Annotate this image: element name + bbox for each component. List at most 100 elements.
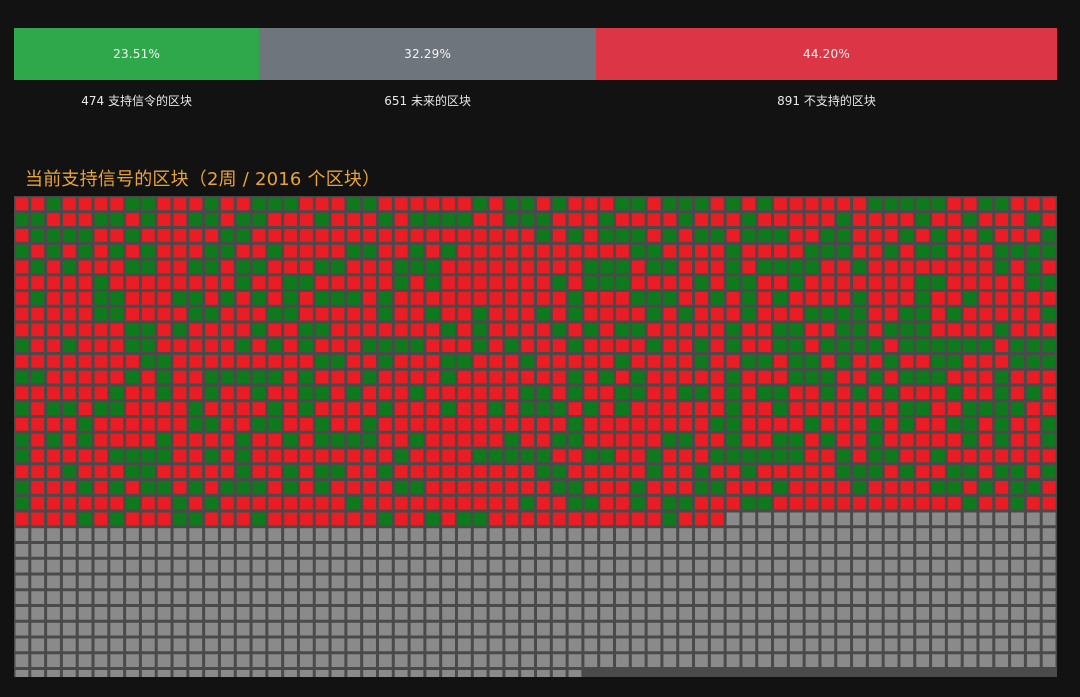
block-signal[interactable] (868, 370, 882, 384)
block-no-signal[interactable] (726, 292, 740, 305)
block-future[interactable] (884, 559, 898, 573)
block-no-signal[interactable] (347, 512, 361, 526)
block-no-signal[interactable] (205, 433, 218, 447)
block-signal[interactable] (394, 276, 408, 289)
block-signal[interactable] (442, 355, 455, 368)
block-future[interactable] (252, 622, 266, 636)
block-no-signal[interactable] (205, 481, 218, 494)
block-signal[interactable] (363, 197, 376, 211)
block-no-signal[interactable] (189, 229, 203, 242)
block-no-signal[interactable] (378, 260, 392, 274)
block-no-signal[interactable] (710, 465, 724, 478)
block-future[interactable] (979, 575, 993, 589)
block-future[interactable] (62, 575, 76, 589)
block-future[interactable] (663, 559, 677, 573)
block-future[interactable] (189, 622, 203, 636)
block-no-signal[interactable] (1011, 229, 1024, 242)
block-no-signal[interactable] (62, 213, 76, 226)
block-no-signal[interactable] (126, 213, 139, 226)
block-signal[interactable] (758, 496, 772, 510)
block-future[interactable] (394, 591, 408, 604)
block-future[interactable] (220, 544, 234, 557)
block-future[interactable] (94, 622, 108, 636)
block-no-signal[interactable] (805, 402, 819, 415)
block-no-signal[interactable] (252, 402, 266, 415)
block-no-signal[interactable] (331, 229, 345, 242)
block-no-signal[interactable] (141, 276, 155, 289)
block-future[interactable] (947, 622, 961, 636)
block-signal[interactable] (884, 449, 898, 463)
block-no-signal[interactable] (789, 244, 803, 258)
block-signal[interactable] (979, 197, 993, 211)
block-signal[interactable] (568, 418, 582, 431)
block-future[interactable] (62, 591, 76, 604)
block-no-signal[interactable] (315, 339, 329, 352)
block-future[interactable] (521, 544, 534, 557)
block-no-signal[interactable] (410, 323, 424, 337)
block-future[interactable] (868, 654, 882, 667)
block-future[interactable] (205, 528, 218, 541)
block-signal[interactable] (173, 292, 187, 305)
block-no-signal[interactable] (710, 355, 724, 368)
block-future[interactable] (963, 622, 977, 636)
block-no-signal[interactable] (995, 229, 1009, 242)
block-no-signal[interactable] (457, 449, 471, 463)
block-no-signal[interactable] (963, 370, 977, 384)
block-future[interactable] (110, 607, 124, 620)
block-signal[interactable] (647, 465, 661, 478)
block-signal[interactable] (916, 370, 930, 384)
block-future[interactable] (726, 638, 740, 652)
block-no-signal[interactable] (995, 339, 1009, 352)
block-future[interactable] (963, 607, 977, 620)
block-no-signal[interactable] (805, 213, 819, 226)
block-future[interactable] (695, 638, 708, 652)
block-future[interactable] (473, 575, 487, 589)
block-future[interactable] (979, 512, 993, 526)
block-no-signal[interactable] (758, 339, 772, 352)
block-no-signal[interactable] (47, 339, 60, 352)
block-future[interactable] (268, 591, 282, 604)
block-signal[interactable] (189, 292, 203, 305)
block-no-signal[interactable] (679, 512, 693, 526)
block-signal[interactable] (394, 449, 408, 463)
block-no-signal[interactable] (62, 481, 76, 494)
block-no-signal[interactable] (157, 292, 171, 305)
block-future[interactable] (94, 591, 108, 604)
block-signal[interactable] (726, 370, 740, 384)
block-no-signal[interactable] (457, 339, 471, 352)
block-future[interactable] (805, 607, 819, 620)
block-no-signal[interactable] (631, 307, 645, 321)
block-no-signal[interactable] (62, 370, 76, 384)
block-future[interactable] (331, 622, 345, 636)
block-no-signal[interactable] (600, 433, 614, 447)
block-signal[interactable] (315, 433, 329, 447)
block-signal[interactable] (963, 465, 977, 478)
block-signal[interactable] (205, 496, 218, 510)
block-no-signal[interactable] (189, 339, 203, 352)
block-future[interactable] (742, 654, 756, 667)
block-signal[interactable] (837, 229, 851, 242)
block-future[interactable] (205, 622, 218, 636)
block-signal[interactable] (710, 229, 724, 242)
block-no-signal[interactable] (1042, 481, 1056, 494)
block-future[interactable] (473, 544, 487, 557)
block-no-signal[interactable] (932, 496, 945, 510)
block-no-signal[interactable] (489, 386, 503, 400)
block-no-signal[interactable] (189, 276, 203, 289)
block-no-signal[interactable] (489, 292, 503, 305)
block-future[interactable] (900, 607, 914, 620)
block-signal[interactable] (600, 276, 614, 289)
block-no-signal[interactable] (363, 496, 376, 510)
block-future[interactable] (868, 528, 882, 541)
block-signal[interactable] (568, 229, 582, 242)
block-future[interactable] (979, 607, 993, 620)
block-signal[interactable] (141, 197, 155, 211)
block-signal[interactable] (220, 292, 234, 305)
block-signal[interactable] (521, 449, 534, 463)
block-no-signal[interactable] (363, 481, 376, 494)
block-future[interactable] (568, 638, 582, 652)
block-signal[interactable] (947, 307, 961, 321)
block-no-signal[interactable] (537, 370, 550, 384)
block-future[interactable] (394, 559, 408, 573)
block-future[interactable] (663, 575, 677, 589)
